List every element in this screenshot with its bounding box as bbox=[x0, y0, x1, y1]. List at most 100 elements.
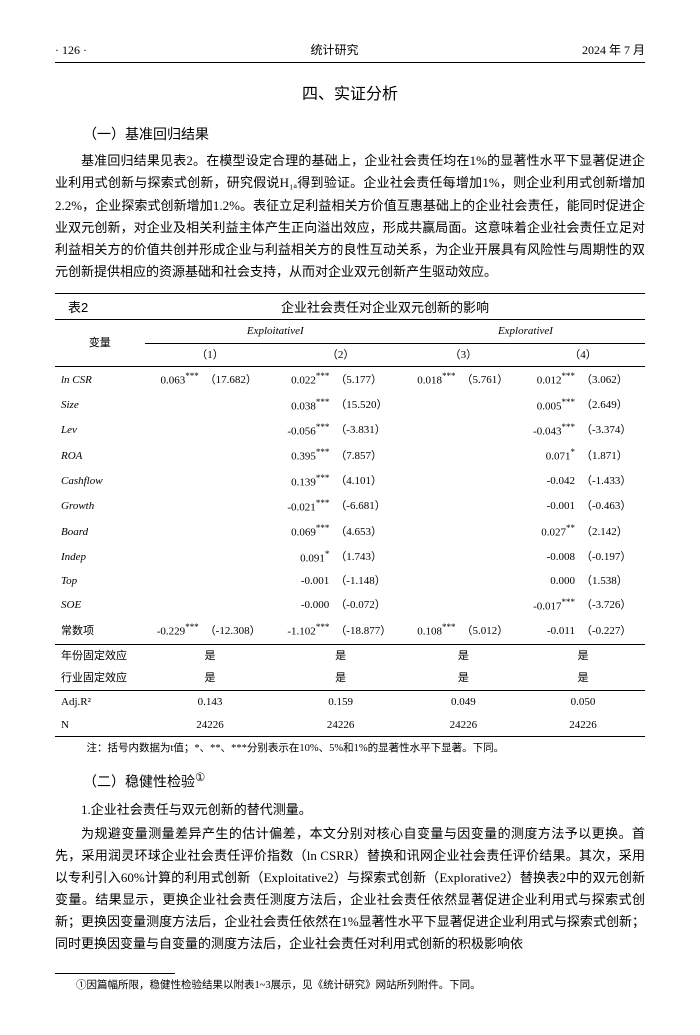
table-cell bbox=[145, 393, 203, 418]
table-cell: 0.049 bbox=[406, 690, 521, 713]
col-1: （1） bbox=[145, 343, 276, 367]
table-cell: 0.069*** bbox=[275, 519, 333, 544]
table-cell bbox=[145, 418, 203, 443]
table-cell bbox=[145, 494, 203, 519]
row-label: ROA bbox=[55, 443, 145, 468]
table-cell: （-1.148） bbox=[333, 570, 406, 593]
table-cell bbox=[406, 393, 460, 418]
col-3: （3） bbox=[406, 343, 521, 367]
table-cell: （-12.308） bbox=[203, 618, 276, 644]
subsection-2-heading: （二）稳健性检验① bbox=[55, 768, 645, 794]
table-cell: -0.043*** bbox=[521, 418, 579, 443]
journal-name: 统计研究 bbox=[87, 40, 582, 60]
table-cell bbox=[459, 443, 520, 468]
subsection-1-heading: （一）基准回归结果 bbox=[55, 123, 645, 147]
table-cell: 24226 bbox=[275, 714, 406, 737]
table-cell: -0.008 bbox=[521, 545, 579, 570]
page-number: · 126 · bbox=[55, 40, 87, 60]
table-cell: 是 bbox=[406, 667, 521, 690]
row-label: N bbox=[55, 714, 145, 737]
row-label: Growth bbox=[55, 494, 145, 519]
col-4: （4） bbox=[521, 343, 645, 367]
table-cell bbox=[459, 418, 520, 443]
table-cell bbox=[203, 494, 276, 519]
page-header: · 126 · 统计研究 2024 年 7 月 bbox=[55, 40, 645, 63]
table-cell bbox=[459, 593, 520, 618]
table-cell: 0.143 bbox=[145, 690, 276, 713]
table-cell: 0.071* bbox=[521, 443, 579, 468]
table-cell: -0.042 bbox=[521, 469, 579, 494]
table-cell: （1.743） bbox=[333, 545, 406, 570]
table-cell bbox=[203, 593, 276, 618]
table-cell bbox=[145, 519, 203, 544]
table-cell: 0.159 bbox=[275, 690, 406, 713]
table-cell: （4.653） bbox=[333, 519, 406, 544]
table-cell: （-3.831） bbox=[333, 418, 406, 443]
table-cell bbox=[203, 469, 276, 494]
row-label: 年份固定效应 bbox=[55, 644, 145, 667]
table-cell: （5.012） bbox=[459, 618, 520, 644]
table-cell: （2.142） bbox=[579, 519, 645, 544]
table-cell: 是 bbox=[521, 644, 645, 667]
row-label: SOE bbox=[55, 593, 145, 618]
table-cell: 24226 bbox=[145, 714, 276, 737]
row-label: Board bbox=[55, 519, 145, 544]
table-cell bbox=[459, 570, 520, 593]
section-title: 四、实证分析 bbox=[55, 81, 645, 108]
row-label: Indep bbox=[55, 545, 145, 570]
table-cell: （5.177） bbox=[333, 367, 406, 393]
row-label: ln CSR bbox=[55, 367, 145, 393]
table-cell bbox=[203, 443, 276, 468]
table-cell: 0.005*** bbox=[521, 393, 579, 418]
col-explorative: ExplorativeI bbox=[406, 320, 645, 344]
table-cell: -0.000 bbox=[275, 593, 333, 618]
table-cell: （-3.726） bbox=[579, 593, 645, 618]
table-2-label: 表2 bbox=[55, 297, 125, 319]
table-2: 表2 企业社会责任对企业双元创新的影响 变量 ExploitativeI Exp… bbox=[55, 293, 645, 758]
table-cell: 是 bbox=[145, 667, 276, 690]
table-cell: -0.017*** bbox=[521, 593, 579, 618]
table-cell: 0.063*** bbox=[145, 367, 203, 393]
table-cell: （4.101） bbox=[333, 469, 406, 494]
table-cell: （3.062） bbox=[579, 367, 645, 393]
table-cell: （-1.433） bbox=[579, 469, 645, 494]
table-cell: -0.021*** bbox=[275, 494, 333, 519]
table-2-title: 企业社会责任对企业双元创新的影响 bbox=[125, 297, 645, 319]
table-cell bbox=[145, 469, 203, 494]
issue-date: 2024 年 7 月 bbox=[582, 40, 645, 60]
table-cell bbox=[203, 393, 276, 418]
table-cell bbox=[203, 545, 276, 570]
table-cell bbox=[203, 570, 276, 593]
table-cell: （1.538） bbox=[579, 570, 645, 593]
table-cell bbox=[459, 494, 520, 519]
table-cell: 24226 bbox=[521, 714, 645, 737]
table-cell: 0.050 bbox=[521, 690, 645, 713]
table-cell bbox=[145, 593, 203, 618]
table-cell: 是 bbox=[521, 667, 645, 690]
footnote-separator bbox=[55, 973, 175, 974]
table-cell: （5.761） bbox=[459, 367, 520, 393]
table-cell: 是 bbox=[145, 644, 276, 667]
table-2-caption: 表2 企业社会责任对企业双元创新的影响 bbox=[55, 293, 645, 319]
row-label: 行业固定效应 bbox=[55, 667, 145, 690]
table-cell: 0.091* bbox=[275, 545, 333, 570]
table-cell: -0.011 bbox=[521, 618, 579, 644]
table-cell: 0.395*** bbox=[275, 443, 333, 468]
col-exploitative: ExploitativeI bbox=[145, 320, 406, 344]
table-cell: 是 bbox=[275, 667, 406, 690]
table-cell bbox=[459, 519, 520, 544]
table-cell bbox=[145, 443, 203, 468]
table-cell: （-0.197） bbox=[579, 545, 645, 570]
table-cell: 0.038*** bbox=[275, 393, 333, 418]
table-cell: （-0.463） bbox=[579, 494, 645, 519]
table-cell: 0.012*** bbox=[521, 367, 579, 393]
table-cell bbox=[406, 443, 460, 468]
table-cell: （15.520） bbox=[333, 393, 406, 418]
table-2-note: 注：括号内数据为t值；*、**、***分别表示在10%、5%和1%的显著性水平下… bbox=[55, 740, 645, 758]
table-cell: （-0.072） bbox=[333, 593, 406, 618]
table-cell: 0.139*** bbox=[275, 469, 333, 494]
table-cell: 0.022*** bbox=[275, 367, 333, 393]
table-cell: 0.018*** bbox=[406, 367, 460, 393]
table-cell: （-0.227） bbox=[579, 618, 645, 644]
subsection-2-item1: 1.企业社会责任与双元创新的替代测量。 bbox=[55, 799, 645, 821]
